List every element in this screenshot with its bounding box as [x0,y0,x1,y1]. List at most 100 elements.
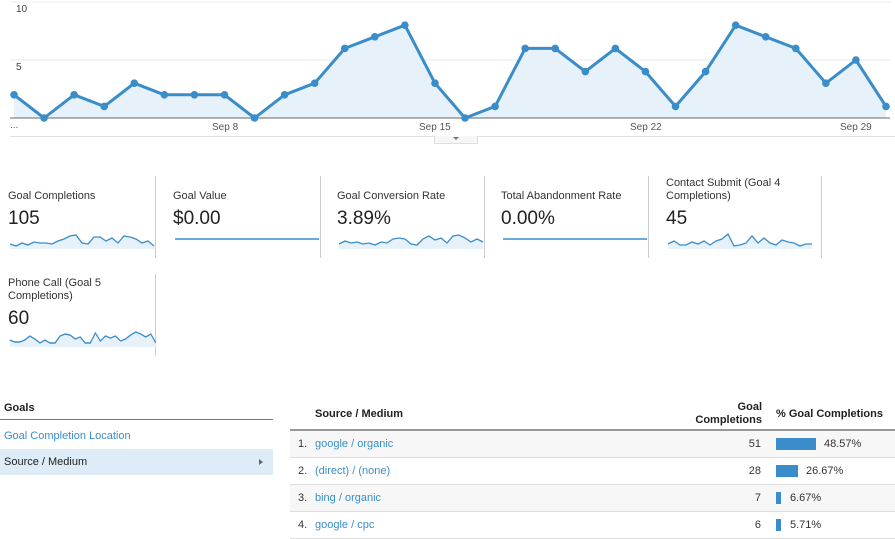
goals-title: Goals [0,398,273,420]
sparkline [667,232,812,249]
metric-label: Goal Completions [8,190,96,202]
y-tick-10: 10 [16,4,28,15]
metric-label: Goal Conversion Rate [337,190,446,202]
table-row: 3. bing / organic 7 6.67% [290,485,895,512]
data-point[interactable] [431,79,439,87]
goal-completion-location-link[interactable]: Goal Completion Location [4,430,131,442]
sparkline [175,238,319,240]
data-point[interactable] [100,102,109,111]
data-point[interactable] [310,79,319,87]
data-point[interactable] [70,91,78,99]
metric-label: Goal Value [173,190,227,202]
source-link[interactable]: google / cpc [315,519,375,531]
chevron-right-icon [259,459,263,465]
pct-value: 5.71% [790,519,822,531]
data-point[interactable] [401,21,409,30]
goal-completions-chart[interactable]: 10 5 ... Sep 8 Sep 15 Sep 22 Sep 29 [0,0,895,145]
metric-value: 60 [8,308,30,329]
chart-expand-handle[interactable] [434,136,478,144]
pct-bar [776,519,781,531]
data-point[interactable] [371,33,379,41]
data-point[interactable] [671,102,680,111]
x-tick-sep8: Sep 8 [212,122,239,133]
data-point[interactable] [731,21,740,30]
row-index: 3. [298,492,308,504]
source-medium-item[interactable]: Source / Medium [0,449,273,475]
data-point[interactable] [280,91,289,99]
header-goal-completions[interactable]: Goal Completions [695,401,762,426]
goal-completions-value: 7 [754,492,761,504]
source-link[interactable]: google / organic [315,438,394,450]
metric-phone-call-goal5[interactable]: Phone Call (Goal 5 Completions) 60 [0,274,156,356]
pct-value: 48.57% [824,438,862,450]
x-tick-ellipsis: ... [10,120,19,131]
data-point[interactable] [822,79,830,87]
data-point[interactable] [461,114,469,122]
source-medium-table: Source / Medium Goal Completions % Goal … [290,398,895,539]
metric-label: Contact Submit (Goal 4 Completions) [666,177,781,202]
row-index: 1. [298,438,308,450]
pct-bar [776,492,781,504]
metric-total-abandonment-rate[interactable]: Total Abandonment Rate 0.00% [493,176,649,258]
data-point[interactable] [250,114,259,122]
data-point[interactable] [761,33,770,41]
source-medium-label: Source / Medium [4,456,88,468]
header-source-medium[interactable]: Source / Medium [315,408,404,420]
metric-value: 105 [8,208,40,229]
metric-value: $0.00 [173,208,221,229]
x-tick-sep15: Sep 15 [419,122,451,133]
table-row: 2. (direct) / (none) 28 26.67% [290,458,895,485]
metric-goal-conversion-rate[interactable]: Goal Conversion Rate 3.89% [329,176,485,258]
data-point[interactable] [160,91,169,99]
data-point[interactable] [40,114,48,122]
data-point[interactable] [852,56,860,64]
table-row: 1. google / organic 51 48.57% [290,431,895,458]
source-link[interactable]: bing / organic [315,492,382,504]
table-row: 4. google / cpc 6 5.71% [290,512,895,539]
data-point[interactable] [220,91,229,99]
sparkline [338,234,484,249]
header-pct-goal-completions[interactable]: % Goal Completions [776,408,883,420]
sparkline [503,238,647,240]
sparkline [9,234,155,249]
data-point[interactable] [340,44,349,53]
row-index: 4. [298,519,308,531]
pct-bar [776,465,798,477]
data-point[interactable] [521,44,529,53]
metric-value: 45 [666,208,688,229]
source-link[interactable]: (direct) / (none) [315,465,391,477]
data-point[interactable] [130,79,139,87]
data-point[interactable] [190,91,199,99]
data-point[interactable] [611,44,620,53]
metric-label: Total Abandonment Rate [501,190,622,202]
goals-panel: Goals Goal Completion Location Source / … [0,398,273,475]
metric-goal-completions[interactable]: Goal Completions 105 [0,176,156,258]
chevron-down-icon [453,137,459,140]
metric-goal-value[interactable]: Goal Value $0.00 [165,176,321,258]
pct-value: 6.67% [790,492,822,504]
data-point[interactable] [581,67,590,76]
data-point[interactable] [882,102,890,111]
y-tick-5: 5 [16,62,22,73]
data-point[interactable] [791,44,800,53]
goal-completions-value: 28 [748,465,761,477]
pct-bar [776,438,816,450]
data-point[interactable] [641,67,650,76]
metric-label: Phone Call (Goal 5 Completions) [8,277,101,302]
goal-completions-value: 51 [748,438,761,450]
metric-contact-submit-goal4[interactable]: Contact Submit (Goal 4 Completions) 45 [658,176,822,258]
metric-value: 3.89% [337,208,391,229]
chart-plot [10,1,890,122]
data-point[interactable] [10,91,18,99]
x-tick-sep22: Sep 22 [630,122,662,133]
goal-completions-value: 6 [754,519,761,531]
data-point[interactable] [551,44,560,53]
row-index: 2. [298,465,308,477]
metric-value: 0.00% [501,208,555,229]
sparkline [9,331,156,347]
pct-value: 26.67% [806,465,844,477]
data-point[interactable] [491,102,499,111]
x-tick-sep29: Sep 29 [840,122,872,133]
table-header: Source / Medium Goal Completions % Goal … [290,398,895,431]
data-point[interactable] [701,67,710,76]
